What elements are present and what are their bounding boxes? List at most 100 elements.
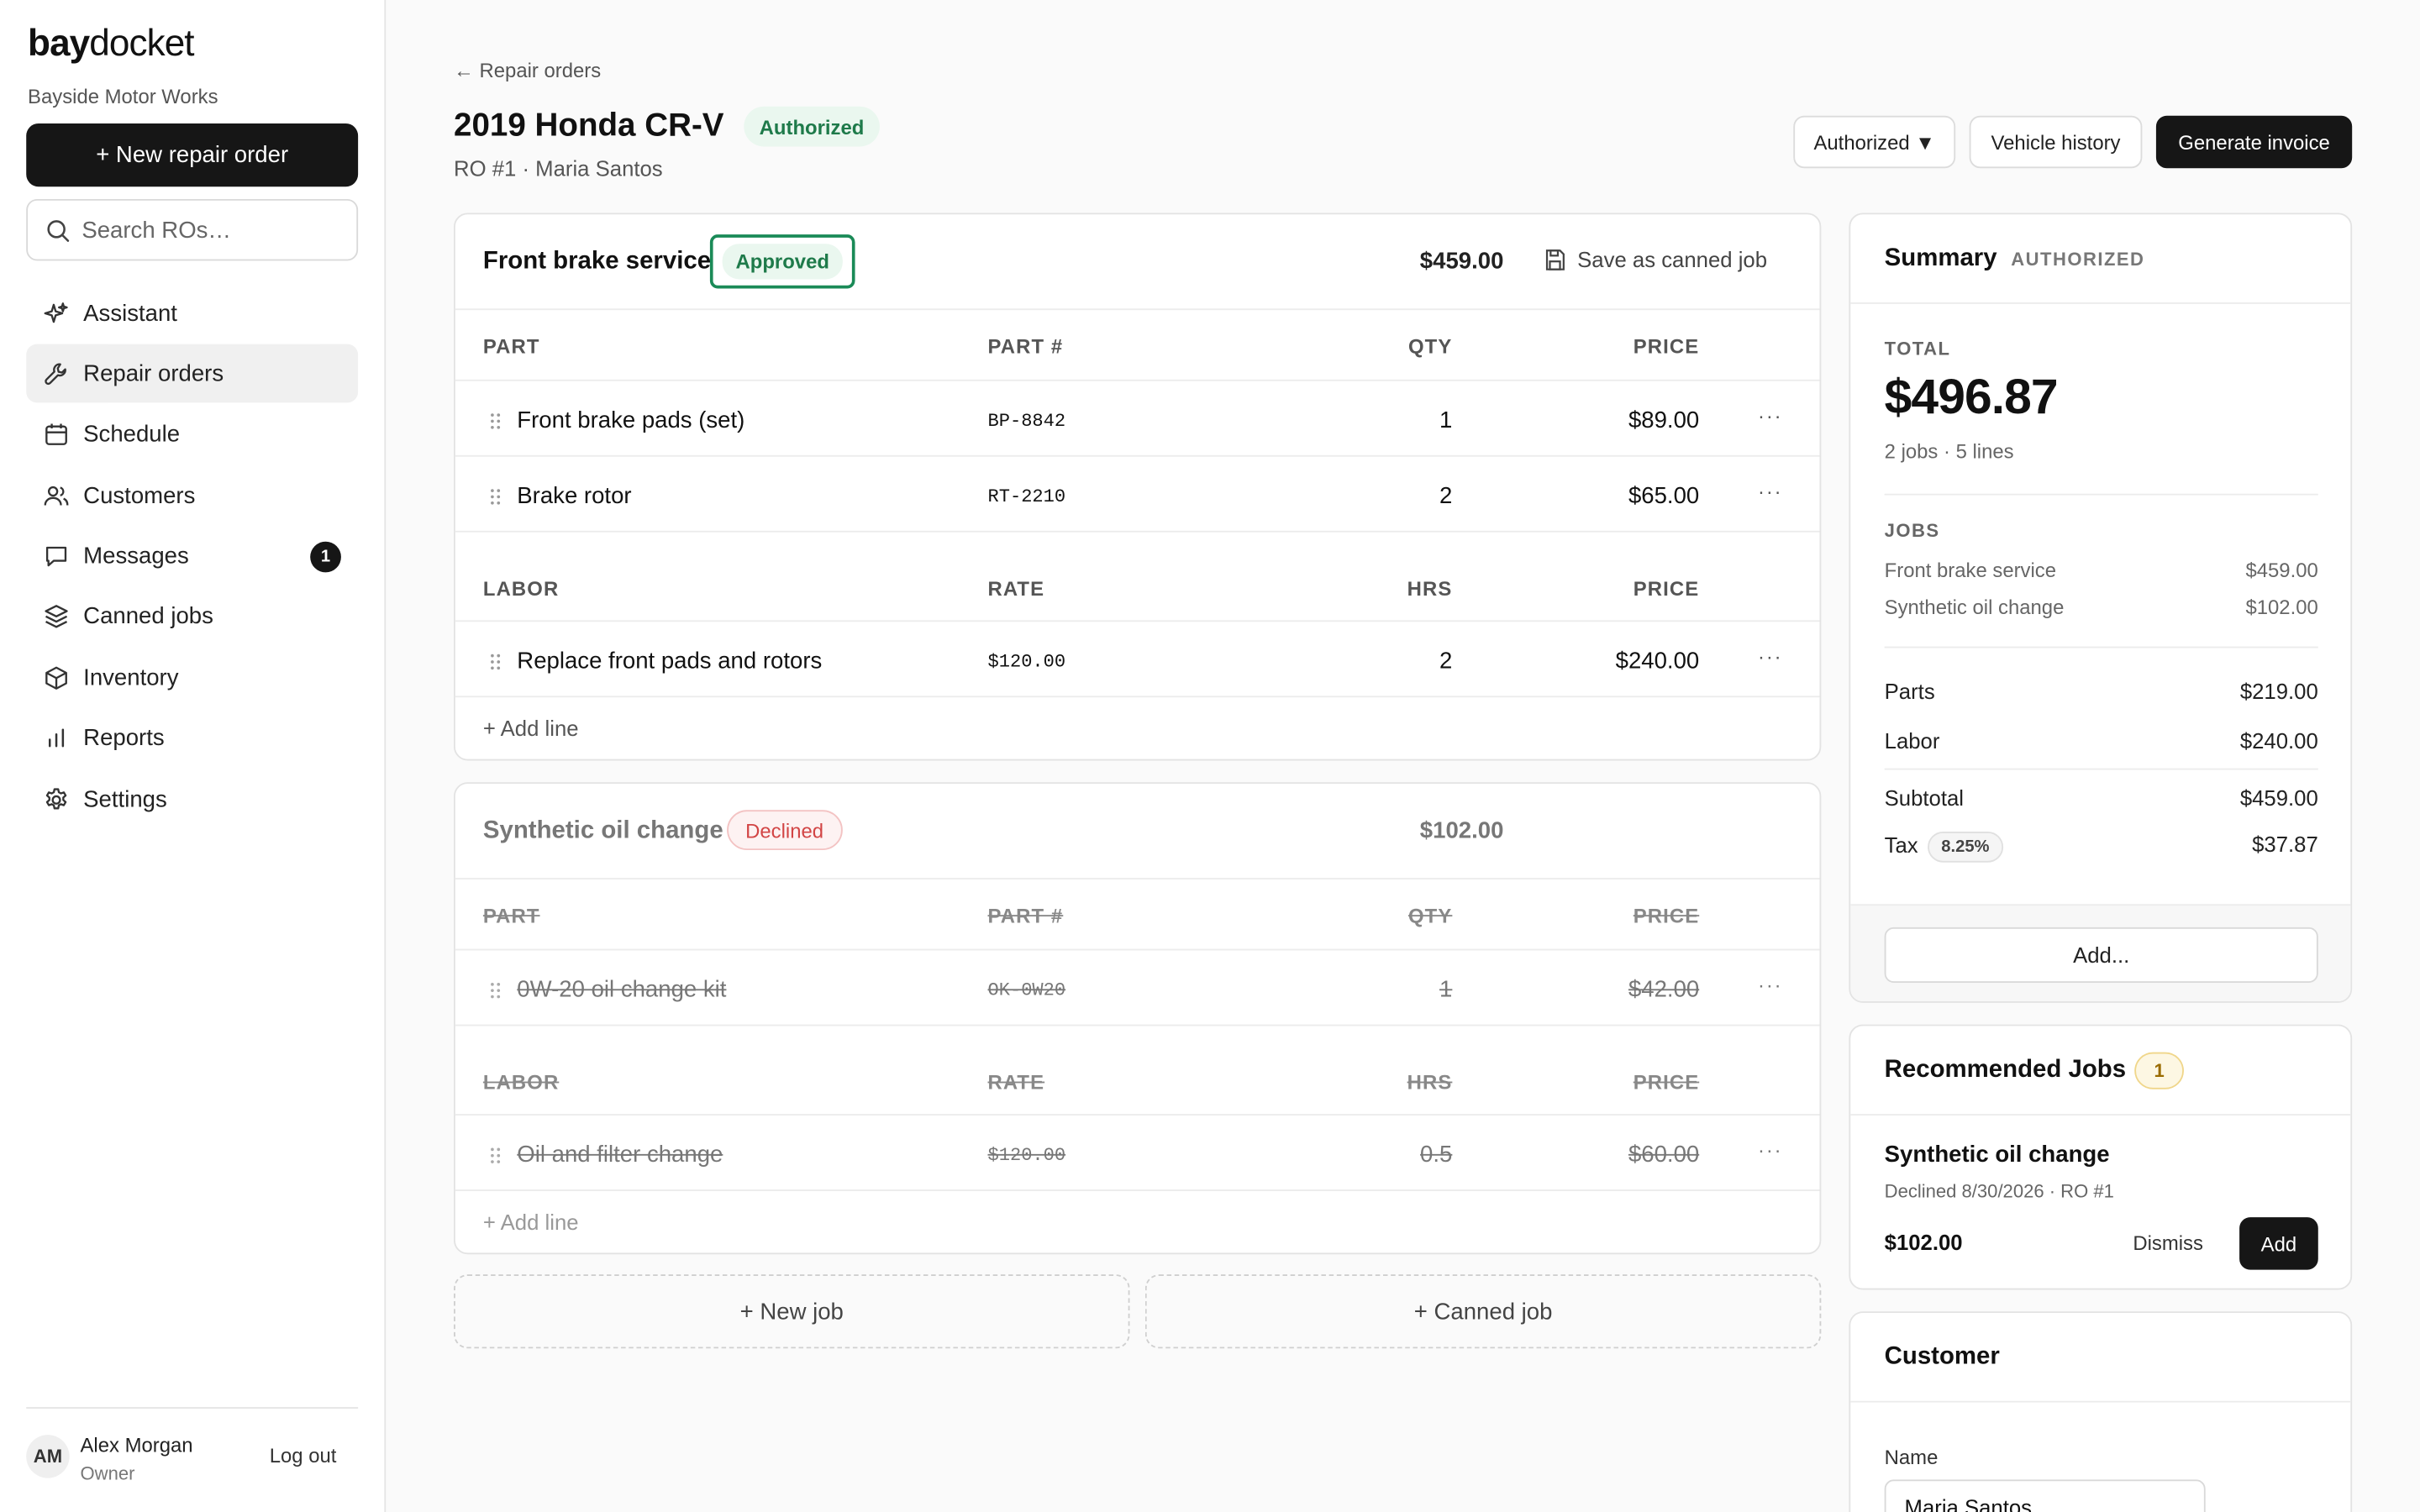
calendar-icon: [45, 424, 67, 446]
col-header-price: PRICE: [1633, 576, 1700, 601]
message-icon: [45, 546, 67, 567]
add-line-button[interactable]: + Add line: [455, 697, 1820, 759]
sidebar-item-inventory[interactable]: Inventory: [26, 648, 358, 707]
drag-handle-icon[interactable]: [489, 412, 502, 430]
job-status-toggle[interactable]: Approved: [709, 234, 855, 289]
save-as-canned-job-button[interactable]: Save as canned job: [1544, 247, 1767, 271]
drag-handle-icon[interactable]: [489, 487, 502, 506]
summary-meta: 2 jobs · 5 lines: [1884, 439, 2014, 464]
col-header-part-number: PART #: [987, 334, 1064, 359]
add-recommended-job-button[interactable]: Add: [2239, 1217, 2318, 1270]
labor-row[interactable]: Replace front pads and rotors $120.00 2 …: [455, 622, 1820, 698]
back-to-repair-orders-link[interactable]: ← Repair orders: [454, 58, 602, 82]
new-repair-order-button[interactable]: + New repair order: [26, 123, 359, 187]
job-header: Front brake service Approved $459.00 Sav…: [455, 214, 1820, 311]
col-header-rate: RATE: [987, 1070, 1045, 1095]
col-header-price: PRICE: [1633, 334, 1700, 359]
customer-name-label: Name: [1884, 1446, 1939, 1469]
more-actions-icon[interactable]: ···: [1758, 1138, 1783, 1163]
col-header-price: PRICE: [1633, 1070, 1700, 1095]
logout-button[interactable]: Log out: [269, 1444, 337, 1467]
part-name: Brake rotor: [517, 482, 632, 510]
add-line-button[interactable]: + Add line: [455, 1191, 1820, 1252]
parts-amount: $219.00: [2239, 679, 2318, 704]
generate-invoice-button[interactable]: Generate invoice: [2155, 115, 2353, 169]
part-row[interactable]: Brake rotor RT-2210 2 $65.00 ···: [455, 457, 1820, 533]
part-row[interactable]: Front brake pads (set) BP-8842 1 $89.00 …: [455, 381, 1820, 457]
sidebar-item-repair-orders[interactable]: Repair orders: [26, 344, 359, 404]
job-status-badge[interactable]: Declined: [727, 810, 843, 851]
drag-handle-icon[interactable]: [489, 653, 502, 671]
more-actions-icon[interactable]: ···: [1758, 404, 1783, 428]
user-profile: AM Alex Morgan Owner Log out: [26, 1407, 359, 1512]
subtotal-label: Subtotal: [1884, 785, 1965, 811]
labor-rate: $120.00: [987, 1144, 1066, 1167]
summary-job-row: Front brake service $459.00: [1885, 559, 2318, 582]
labor-price: $60.00: [1628, 1142, 1700, 1168]
tax-amount: $37.87: [2252, 832, 2318, 857]
job-name: Front brake service: [482, 248, 712, 275]
part-price: $89.00: [1628, 407, 1700, 434]
canned-job-button[interactable]: + Canned job: [1144, 1274, 1822, 1349]
sidebar-item-label: Customers: [83, 482, 196, 509]
save-icon: [1545, 249, 1565, 270]
customer-name-field[interactable]: [1884, 1479, 2206, 1512]
sidebar-item-canned-jobs[interactable]: Canned jobs: [26, 588, 358, 647]
part-row[interactable]: 0W-20 oil change kit OK-0W20 1 $42.00 ··…: [455, 950, 1820, 1026]
sidebar-item-reports[interactable]: Reports: [26, 709, 358, 768]
summary-job-amount: $459.00: [2245, 558, 2318, 582]
labor-row[interactable]: Oil and filter change $120.00 0.5 $60.00…: [455, 1116, 1820, 1191]
more-actions-icon[interactable]: ···: [1758, 644, 1783, 669]
sidebar-item-label: Schedule: [83, 421, 181, 449]
parts-header-row: PART PART # QTY PRICE: [455, 310, 1820, 381]
search-input[interactable]: [82, 217, 345, 244]
new-job-button[interactable]: + New job: [454, 1274, 1130, 1349]
sidebar-item-schedule[interactable]: Schedule: [26, 406, 358, 465]
summary-status-tag: AUTHORIZED: [2011, 248, 2145, 270]
grand-total: $496.87: [1884, 368, 2059, 425]
add-line-label: + Add line: [482, 1210, 579, 1235]
part-number: BP-8842: [987, 410, 1066, 433]
job-card-front-brake-service: Front brake service Approved $459.00 Sav…: [454, 213, 1822, 761]
sidebar-item-assistant[interactable]: Assistant: [26, 284, 358, 343]
summary-panel: Summary AUTHORIZED TOTAL $496.87 2 jobs …: [1849, 213, 2353, 1003]
recommended-count-badge: 1: [2134, 1052, 2184, 1089]
col-header-part: PART: [482, 904, 540, 927]
tax-rate-badge[interactable]: 8.25%: [1927, 832, 2004, 863]
dismiss-button[interactable]: Dismiss: [2133, 1231, 2203, 1255]
drag-handle-icon[interactable]: [489, 981, 502, 1000]
subtotal-row: Subtotal $459.00: [1885, 785, 2318, 810]
recommended-job-details: Declined 8/30/2026 · RO #1: [1884, 1180, 2114, 1202]
col-header-qty: QTY: [1407, 334, 1453, 359]
add-fee-button[interactable]: Add...: [1884, 927, 2318, 984]
more-actions-icon[interactable]: ···: [1758, 973, 1783, 997]
sidebar-item-customers[interactable]: Customers: [26, 466, 358, 525]
subtotal-amount: $459.00: [2239, 785, 2318, 811]
summary-footer: Add...: [1850, 904, 2351, 1002]
labor-hrs: 2: [1439, 648, 1453, 675]
sidebar-nav: Assistant Repair orders Schedule Custome…: [26, 284, 359, 831]
col-header-part: PART: [482, 334, 540, 359]
sidebar-item-messages[interactable]: Messages 1: [26, 527, 358, 585]
unread-badge: 1: [310, 540, 341, 572]
vehicle-history-button[interactable]: Vehicle history: [1969, 115, 2143, 169]
customer-title: Customer: [1884, 1343, 2000, 1371]
more-actions-icon[interactable]: ···: [1758, 480, 1783, 503]
job-total: $459.00: [1419, 248, 1504, 275]
job-header: Synthetic oil change Declined $102.00: [455, 784, 1820, 879]
col-header-hrs: HRS: [1407, 576, 1453, 601]
parts-total-row: Parts $219.00: [1885, 679, 2318, 703]
labor-name: Oil and filter change: [517, 1142, 723, 1168]
user-name: Alex Morgan: [80, 1433, 193, 1457]
brand-logo[interactable]: baydocket: [28, 23, 195, 66]
col-header-hrs: HRS: [1407, 1070, 1453, 1095]
drag-handle-icon[interactable]: [489, 1147, 502, 1165]
search-box[interactable]: [26, 198, 359, 261]
sidebar-item-label: Settings: [83, 786, 167, 813]
status-dropdown[interactable]: Authorized ▼: [1793, 115, 1956, 169]
part-qty: 2: [1439, 482, 1453, 510]
labor-total-row: Labor $240.00: [1885, 728, 2318, 753]
sidebar-item-label: Canned jobs: [83, 603, 213, 631]
sidebar-item-settings[interactable]: Settings: [26, 770, 358, 829]
jobs-label: JOBS: [1884, 519, 1940, 542]
